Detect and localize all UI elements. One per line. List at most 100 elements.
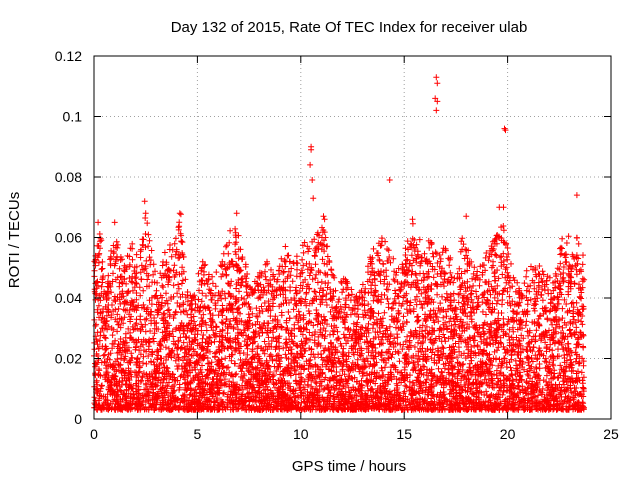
data-point: [476, 282, 483, 289]
data-point: [441, 365, 448, 372]
data-point: [208, 359, 215, 366]
data-point: [133, 280, 140, 287]
data-point: [166, 306, 172, 313]
data-point: [524, 301, 531, 308]
data-point: [128, 278, 135, 285]
data-point: [109, 332, 116, 339]
data-point: [171, 262, 178, 269]
scatter-points: [91, 74, 588, 413]
data-point: [192, 331, 199, 338]
data-point: [282, 351, 289, 358]
data-point: [559, 235, 566, 242]
data-point: [561, 296, 568, 303]
data-point: [363, 355, 370, 362]
data-point: [430, 274, 437, 281]
data-point: [337, 340, 344, 347]
data-point: [456, 265, 463, 272]
data-point: [199, 335, 206, 342]
data-point: [222, 266, 229, 273]
data-point: [218, 273, 225, 280]
data-point: [517, 355, 524, 362]
data-point: [555, 346, 561, 353]
data-point: [579, 321, 586, 328]
data-point: [268, 266, 274, 273]
data-point: [220, 390, 227, 397]
data-point: [179, 250, 186, 256]
data-point: [403, 306, 410, 313]
data-point: [313, 271, 320, 278]
data-point: [485, 278, 492, 285]
data-point: [416, 236, 423, 243]
data-point: [434, 314, 440, 321]
data-point: [171, 240, 178, 247]
data-point: [575, 240, 582, 247]
data-point: [471, 342, 478, 349]
data-point: [446, 262, 453, 269]
data-point: [291, 367, 298, 374]
data-point: [336, 296, 343, 303]
data-point: [139, 397, 146, 404]
data-point: [172, 308, 179, 315]
data-point: [485, 257, 492, 264]
data-point: [323, 363, 329, 370]
data-point: [222, 295, 229, 302]
chart-title: Day 132 of 2015, Rate Of TEC Index for r…: [171, 19, 528, 36]
data-point: [131, 264, 138, 271]
data-point: [565, 233, 572, 240]
data-point: [393, 380, 400, 387]
data-point: [262, 261, 269, 268]
data-point: [581, 276, 588, 283]
data-point: [144, 276, 151, 283]
data-point: [436, 252, 443, 258]
data-point: [360, 369, 367, 376]
data-point: [99, 382, 105, 389]
data-point: [270, 372, 277, 378]
data-point: [95, 243, 102, 249]
data-point: [359, 373, 366, 379]
data-point: [381, 309, 388, 316]
data-point: [134, 325, 141, 332]
data-point: [491, 270, 498, 277]
data-point: [427, 336, 434, 343]
data-point: [293, 253, 300, 260]
data-point: [505, 251, 512, 257]
data-point: [100, 352, 107, 359]
data-point: [539, 297, 546, 304]
data-point: [316, 289, 323, 296]
data-point: [296, 311, 303, 318]
data-point: [490, 258, 496, 265]
data-point: [447, 291, 454, 298]
data-point: [204, 281, 211, 288]
data-point: [422, 327, 429, 334]
data-point: [470, 282, 477, 289]
data-point: [180, 268, 187, 275]
data-point: [437, 258, 444, 265]
data-point: [233, 285, 240, 292]
data-point: [557, 251, 564, 258]
data-point: [569, 299, 576, 306]
data-point: [432, 249, 439, 256]
data-point: [146, 254, 153, 261]
data-point: [459, 235, 466, 242]
data-point: [386, 254, 393, 260]
data-point: [523, 267, 530, 274]
data-point: [469, 275, 476, 282]
data-point: [382, 364, 388, 371]
data-point: [314, 279, 321, 286]
data-point: [379, 367, 386, 374]
data-point: [404, 333, 411, 340]
data-point: [507, 364, 514, 371]
data-point: [112, 298, 119, 305]
data-point: [486, 382, 493, 389]
data-point: [307, 356, 314, 363]
data-point: [292, 287, 299, 294]
data-point: [152, 268, 158, 275]
data-point: [212, 283, 219, 290]
data-point: [391, 335, 398, 342]
data-point: [403, 257, 410, 264]
data-point: [246, 369, 253, 376]
data-point: [564, 351, 571, 358]
data-point: [277, 371, 284, 378]
data-point: [483, 388, 490, 395]
data-point: [223, 243, 229, 250]
